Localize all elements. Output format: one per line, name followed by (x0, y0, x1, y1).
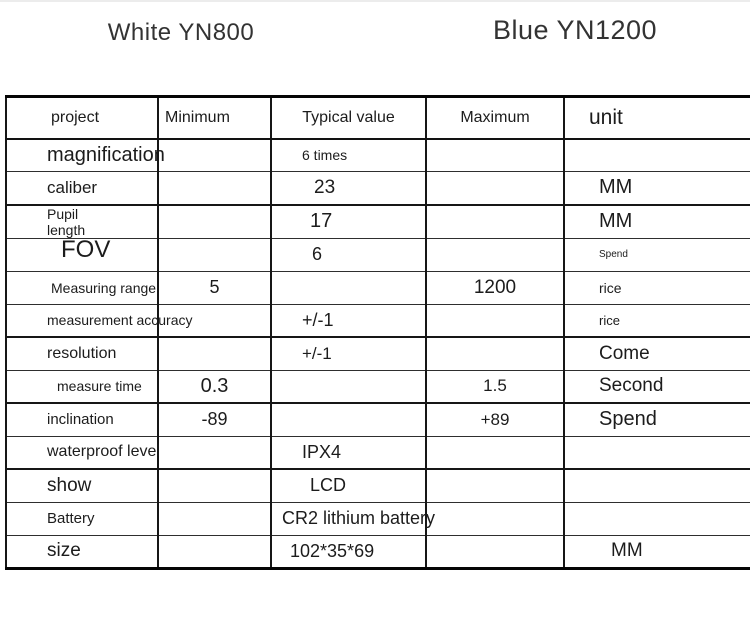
cell-typical: +/-1 (270, 336, 427, 371)
cell-minimum (157, 303, 272, 339)
cell-minimum (157, 204, 272, 239)
product-title-white-yn800: White YN800 (107, 19, 255, 46)
row-label: inclination (5, 402, 159, 437)
header-row: project Minimum Typical value Maximum un… (5, 96, 750, 140)
row-label: magnification (5, 138, 165, 172)
column-header-typical-value: Typical value (270, 96, 427, 140)
row-label: FOV (5, 235, 159, 272)
cell-unit (563, 435, 750, 471)
table-row-fov: FOV 6 Spend (5, 235, 750, 272)
cell-maximum (425, 171, 565, 206)
cell-maximum: +89 (425, 402, 565, 437)
cell-minimum: 0.3 (157, 369, 272, 405)
table-row-resolution: resolution +/-1 Come (5, 336, 750, 371)
table-row-battery: Battery CR2 lithium battery (5, 501, 750, 536)
cell-minimum (157, 435, 272, 471)
row-label: show (5, 468, 159, 503)
table-row-measure-time: measure time 0.3 1.5 Second (5, 369, 750, 405)
cell-typical: LCD (270, 468, 427, 503)
cell-minimum (157, 171, 272, 206)
cell-unit (563, 138, 750, 172)
row-label: Battery (5, 501, 159, 536)
row-label: measure time (5, 369, 159, 405)
row-label: Measuring range (5, 270, 159, 305)
cell-typical (270, 270, 427, 305)
table-row-magnification: magnification 6 times (5, 138, 750, 172)
cell-minimum (157, 237, 272, 272)
cell-maximum (425, 303, 565, 339)
row-label: waterproof level (5, 435, 160, 471)
cell-minimum (157, 468, 272, 503)
cell-typical (270, 369, 427, 405)
cell-minimum: 5 (157, 270, 272, 305)
row-label: resolution (5, 336, 159, 371)
row-label: caliber (5, 171, 159, 206)
cell-minimum (157, 138, 272, 172)
product-title-blue-yn1200: Blue YN1200 (492, 15, 658, 45)
top-divider (0, 0, 750, 2)
cell-maximum: 1200 (425, 270, 565, 305)
cell-maximum (425, 237, 565, 272)
row-label: measurement accuracy (5, 303, 193, 339)
cell-typical: 6 (270, 237, 427, 272)
cell-maximum (425, 138, 565, 172)
cell-unit (563, 501, 750, 536)
cell-minimum (157, 501, 272, 536)
cell-minimum (157, 534, 272, 569)
table-row-show: show LCD (5, 468, 750, 503)
cell-maximum: 1.5 (425, 369, 565, 405)
table-row-caliber: caliber 23 MM (5, 171, 750, 206)
column-header-maximum: Maximum (425, 96, 565, 140)
cell-unit: Come (563, 336, 750, 371)
cell-unit: rice (563, 270, 750, 305)
cell-unit (563, 468, 750, 503)
column-header-project: project (5, 96, 159, 140)
table-row-size: size 102*35*69 MM (5, 534, 750, 569)
row-label: Pupil length (5, 204, 159, 239)
cell-maximum (425, 435, 565, 471)
cell-maximum (425, 336, 565, 371)
column-header-unit: unit (563, 96, 750, 140)
cell-typical (270, 402, 427, 437)
cell-minimum (157, 336, 272, 371)
cell-unit: MM (563, 204, 750, 239)
table-row-inclination: inclination -89 +89 Spend (5, 402, 750, 437)
cell-unit: MM (563, 171, 750, 206)
spec-table: project Minimum Typical value Maximum un… (5, 95, 750, 570)
cell-maximum (425, 204, 565, 239)
cell-maximum (425, 468, 565, 503)
cell-unit: Spend (563, 402, 750, 437)
cell-typical: +/-1 (270, 303, 427, 339)
table-row-measurement-accuracy: measurement accuracy +/-1 rice (5, 303, 750, 339)
row-label-text: Pupil length (47, 205, 86, 238)
column-header-minimum: Minimum (157, 96, 272, 140)
table-row-pupil-length: Pupil length 17 MM (5, 204, 750, 239)
cell-unit: Second (563, 369, 750, 405)
cell-unit: Spend (563, 237, 750, 272)
cell-typical: 23 (270, 171, 427, 206)
table-row-measuring-range: Measuring range 5 1200 rice (5, 270, 750, 305)
cell-unit: MM (563, 534, 750, 569)
cell-maximum (425, 501, 565, 536)
cell-unit: rice (563, 303, 750, 339)
cell-minimum: -89 (157, 402, 272, 437)
cell-typical: IPX4 (270, 435, 427, 471)
cell-typical: 102*35*69 (270, 534, 427, 569)
table-row-waterproof-level: waterproof level IPX4 (5, 435, 750, 471)
cell-typical: 17 (270, 204, 427, 239)
cell-typical: 6 times (270, 138, 427, 172)
row-label: size (5, 534, 159, 569)
cell-typical: CR2 lithium battery (270, 501, 435, 536)
row-label-text: FOV (61, 235, 111, 263)
cell-maximum (425, 534, 565, 569)
